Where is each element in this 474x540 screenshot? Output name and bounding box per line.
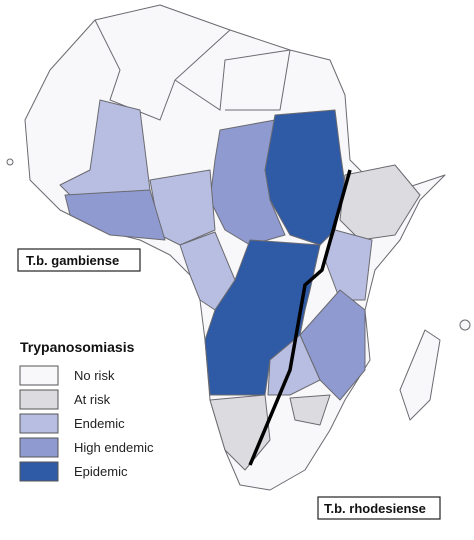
label-box: [17, 248, 141, 272]
border: [174, 49, 291, 111]
region-epidemic: [204, 239, 321, 396]
legend-swatch: [19, 413, 59, 434]
legend-swatch: [19, 365, 59, 386]
legend-label: No risk: [74, 368, 115, 383]
border: [225, 49, 291, 111]
legend: No risk At risk Endemic High endemic Epidemi…: [19, 365, 154, 482]
legend-label: At risk: [74, 392, 111, 407]
gambiense-label: T.b. gambiense: [26, 253, 119, 268]
divide-line: [248, 169, 352, 466]
legend-title: Trypanosomiasis: [20, 339, 135, 355]
region-at-risk: [339, 164, 421, 241]
region-epidemic: [264, 109, 346, 246]
legend-label: Epidemic: [74, 464, 128, 479]
region-at-risk: [289, 394, 331, 426]
island: [6, 158, 14, 166]
legend-label: High endemic: [74, 440, 154, 455]
rhodesiense-label: T.b. rhodesiense: [324, 501, 426, 516]
legend-label: Endemic: [74, 416, 125, 431]
madagascar: [399, 329, 441, 421]
regions: [6, 4, 471, 491]
legend-swatch: [19, 461, 59, 482]
label-box: [317, 496, 441, 520]
island: [459, 319, 471, 331]
legend-swatch: [19, 389, 59, 410]
legend-swatch: [19, 437, 59, 458]
region-high-endemic: [64, 189, 166, 241]
